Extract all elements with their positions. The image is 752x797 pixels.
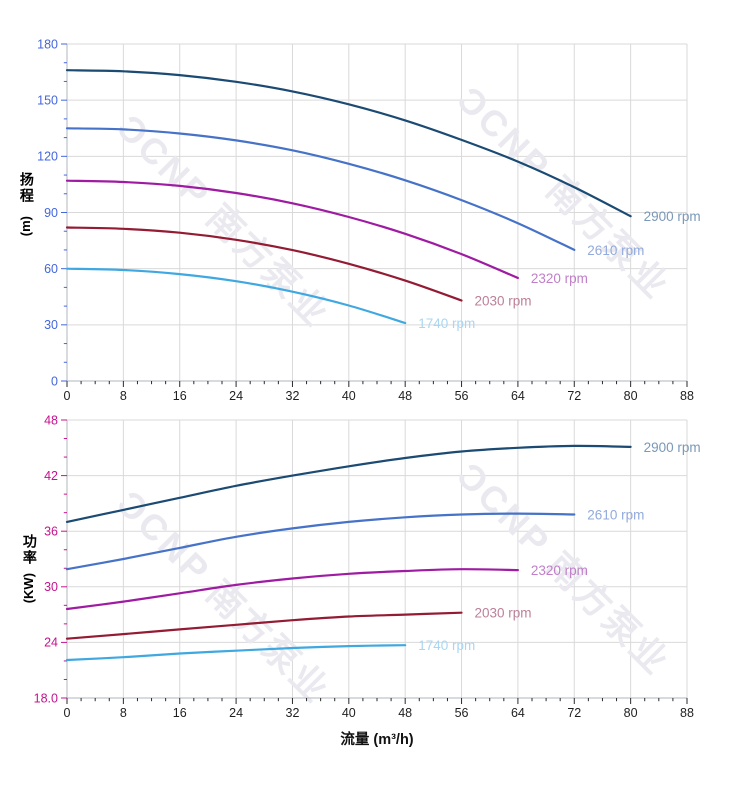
curve-label-2320-rpm: 2320 rpm — [531, 563, 588, 578]
curve-2030-rpm — [65, 226, 463, 302]
head-axis-unit: (m) — [17, 216, 33, 237]
y-tick-label: 150 — [37, 93, 58, 107]
curve-1740-rpm — [65, 644, 407, 662]
x-tick-label: 24 — [229, 389, 243, 403]
y-tick-label: 0 — [51, 374, 58, 388]
y-tick-label: 42 — [44, 469, 58, 483]
y-tick-label: 90 — [44, 206, 58, 220]
brand-watermark: ƆCNP 南方泵业 — [109, 483, 338, 712]
y-tick-label: 30 — [44, 580, 58, 594]
curve-label-2030-rpm: 2030 rpm — [475, 606, 532, 621]
x-tick-label: 64 — [511, 389, 525, 403]
curve-label-2610-rpm: 2610 rpm — [587, 243, 644, 258]
curve-1740-rpm — [65, 267, 407, 325]
curve-2610-rpm — [65, 127, 576, 251]
x-tick-label: 0 — [64, 706, 71, 720]
curve-2610-rpm — [65, 512, 576, 571]
x-tick-label: 56 — [455, 389, 469, 403]
x-tick-label: 80 — [624, 706, 638, 720]
y-tick-label: 180 — [37, 37, 58, 51]
head-axis-title-text: 扬程 — [18, 172, 35, 204]
y-tick-label: 24 — [44, 636, 58, 650]
x-tick-label: 88 — [680, 389, 694, 403]
curve-2900-rpm — [65, 69, 632, 218]
x-tick-label: 40 — [342, 389, 356, 403]
x-tick-label: 80 — [624, 389, 638, 403]
y-tick-label: 36 — [44, 525, 58, 539]
curve-label-2030-rpm: 2030 rpm — [475, 294, 532, 309]
x-tick-label: 0 — [64, 389, 71, 403]
y-tick-label: 48 — [44, 413, 58, 427]
x-tick-label: 64 — [511, 706, 525, 720]
y-tick-label: 18.0 — [34, 691, 58, 705]
x-tick-label: 88 — [680, 706, 694, 720]
x-tick-label: 16 — [173, 389, 187, 403]
flow-axis-title: 流量 (m³/h) — [340, 732, 414, 748]
y-tick-label: 120 — [37, 150, 58, 164]
x-tick-label: 56 — [455, 706, 469, 720]
x-tick-label: 8 — [120, 706, 127, 720]
curve-2900-rpm — [65, 444, 632, 523]
curve-label-2320-rpm: 2320 rpm — [531, 271, 588, 286]
y-tick-label: 60 — [44, 262, 58, 276]
x-tick-label: 72 — [567, 389, 581, 403]
power-axis-unit: (KW) — [21, 572, 37, 604]
curve-label-1740-rpm: 1740 rpm — [418, 638, 475, 653]
curve-2030-rpm — [65, 611, 463, 640]
curve-2320-rpm — [65, 568, 519, 611]
x-tick-label: 32 — [286, 706, 300, 720]
x-tick-label: 8 — [120, 389, 127, 403]
power-axis-title: 功率 (KW) — [14, 534, 44, 603]
x-tick-label: 32 — [286, 389, 300, 403]
curve-label-2610-rpm: 2610 rpm — [587, 508, 644, 523]
curve-label-2900-rpm: 2900 rpm — [644, 209, 701, 224]
x-tick-label: 72 — [567, 706, 581, 720]
x-tick-label: 16 — [173, 706, 187, 720]
x-tick-label: 40 — [342, 706, 356, 720]
head-axis-title: 扬程 (m) — [16, 172, 36, 237]
x-tick-label: 24 — [229, 706, 243, 720]
curve-label-2900-rpm: 2900 rpm — [644, 440, 701, 455]
curve-label-1740-rpm: 1740 rpm — [418, 316, 475, 331]
y-tick-label: 30 — [44, 318, 58, 332]
brand-watermark: ƆCNP 南方泵业 — [109, 107, 338, 336]
curve-2320-rpm — [65, 179, 519, 280]
x-tick-label: 48 — [398, 389, 412, 403]
x-tick-label: 48 — [398, 706, 412, 720]
power-axis-title-text: 功率 — [21, 534, 38, 566]
